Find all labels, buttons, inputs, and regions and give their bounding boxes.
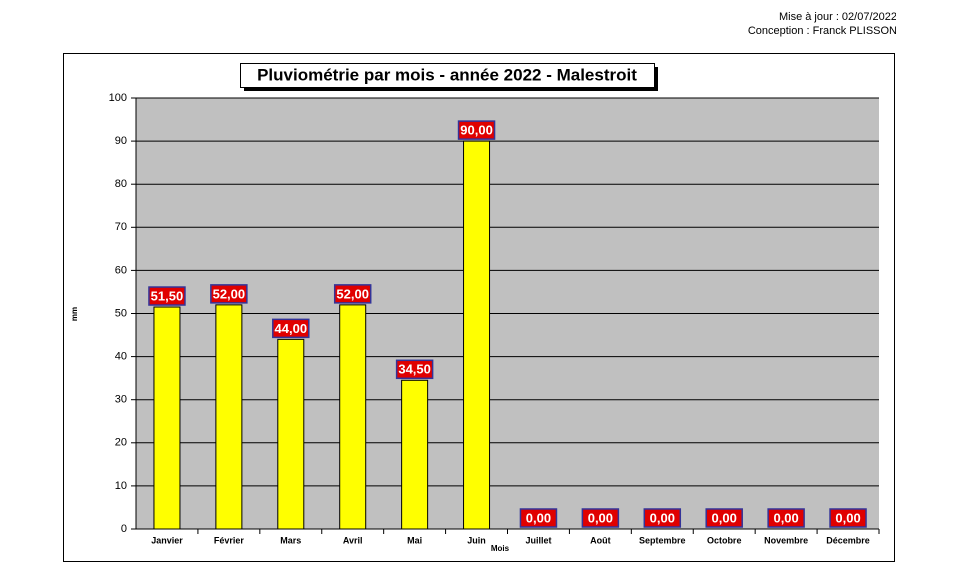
value-label-box <box>457 120 496 140</box>
y-tick-label: 80 <box>115 178 127 190</box>
y-tick-label: 90 <box>115 135 127 147</box>
x-tick-label: Septembre <box>639 535 686 545</box>
value-label-box <box>767 508 805 528</box>
x-tick-label: Octobre <box>707 535 742 545</box>
value-label: 51,50 <box>151 288 184 303</box>
value-label-box <box>705 508 743 528</box>
value-label: 52,00 <box>213 286 246 301</box>
bar <box>401 379 429 530</box>
value-label: 52,00 <box>336 286 369 301</box>
x-axis-label: Mois <box>491 544 510 553</box>
value-label: 0,00 <box>835 510 860 525</box>
y-tick-label: 70 <box>115 221 127 233</box>
value-label: 44,00 <box>275 321 308 336</box>
value-label: 90,00 <box>460 123 493 138</box>
value-label: 0,00 <box>650 510 675 525</box>
value-label-box <box>581 508 620 528</box>
x-tick-label: Juin <box>467 535 486 545</box>
y-tick-label: 60 <box>115 264 127 276</box>
value-label-box <box>829 508 867 528</box>
chart-title: Pluviométrie par mois - année 2022 - Mal… <box>257 65 637 84</box>
x-tick-label: Janvier <box>151 535 183 545</box>
value-label-box <box>272 318 310 339</box>
value-label-box <box>643 508 682 528</box>
value-label: 34,50 <box>398 362 431 377</box>
y-tick-label: 30 <box>115 394 127 406</box>
x-tick-label: Juillet <box>525 535 551 545</box>
y-tick-label: 10 <box>115 480 127 492</box>
value-label-box <box>333 284 372 304</box>
x-tick-label: Mars <box>280 535 301 545</box>
x-tick-label: Mai <box>407 535 422 545</box>
y-tick-label: 20 <box>115 437 127 449</box>
x-tick-label: Avril <box>343 535 363 545</box>
value-label-box <box>210 284 248 304</box>
title-box <box>240 63 655 88</box>
update-note: Mise à jour : 02/07/2022 <box>779 11 897 23</box>
value-label: 0,00 <box>588 510 613 525</box>
author-note: Conception : Franck PLISSON <box>748 25 897 37</box>
value-label-box <box>148 286 186 306</box>
value-label: 0,00 <box>526 510 551 525</box>
y-tick-label: 50 <box>115 307 127 319</box>
bar <box>463 140 491 530</box>
x-tick-label: Décembre <box>826 535 870 545</box>
x-tick-label: Novembre <box>764 535 808 545</box>
y-tick-label: 0 <box>121 523 127 535</box>
y-tick-label: 40 <box>115 351 127 363</box>
x-tick-label: Août <box>590 535 611 545</box>
x-tick-label: Février <box>214 535 245 545</box>
bar <box>153 306 181 530</box>
y-axis-label: mm <box>70 307 79 321</box>
y-tick-label: 100 <box>109 92 127 104</box>
value-label: 0,00 <box>773 510 798 525</box>
bar <box>277 338 305 530</box>
value-label-box <box>395 359 434 380</box>
value-label-box <box>519 508 558 528</box>
bar <box>339 304 367 530</box>
value-label: 0,00 <box>712 510 737 525</box>
bar <box>215 304 243 530</box>
